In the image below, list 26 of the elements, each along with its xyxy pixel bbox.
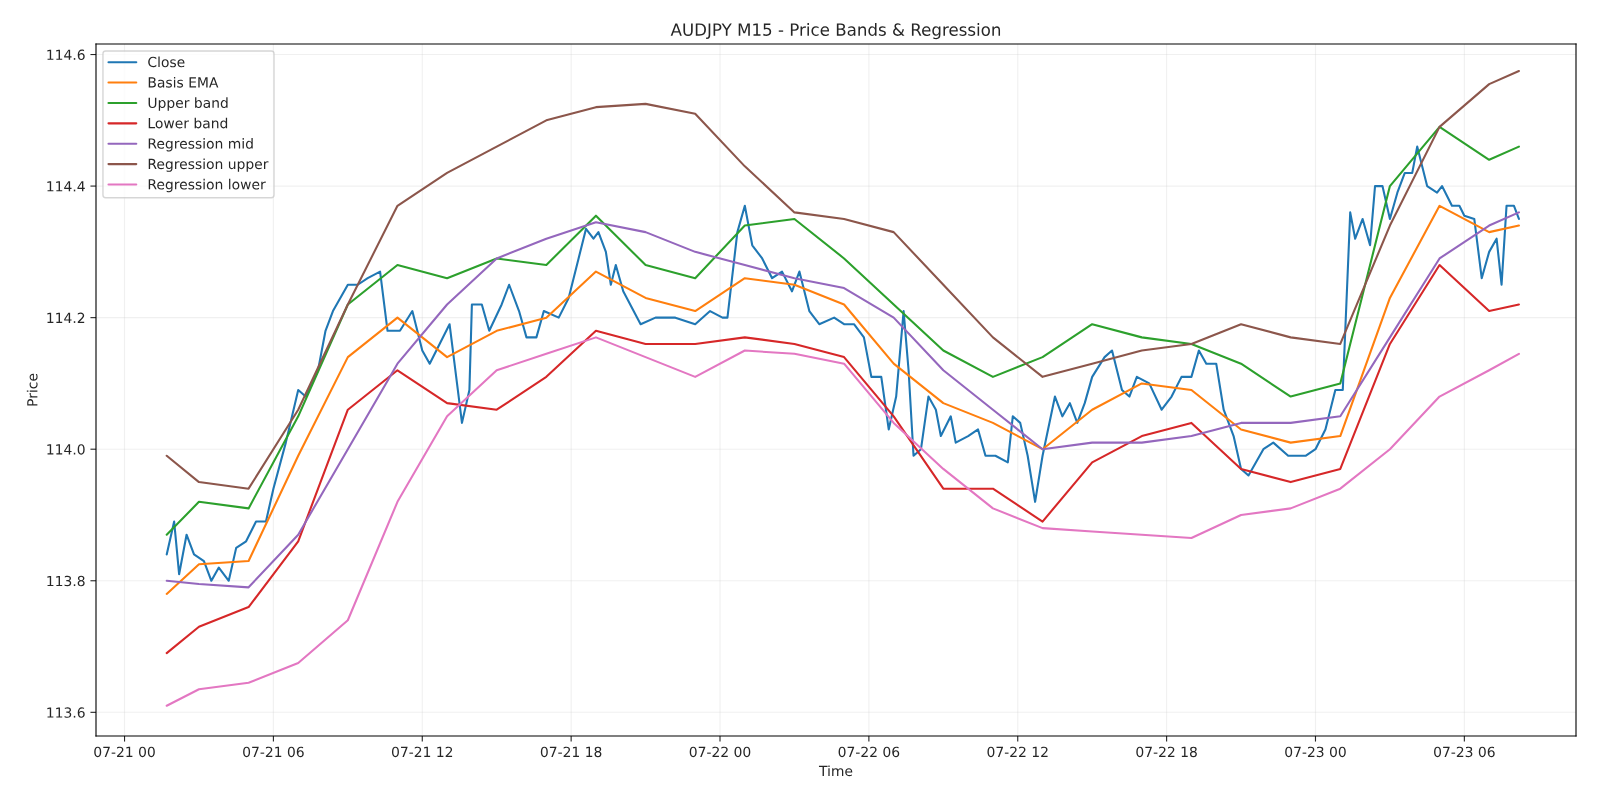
legend-label: Basis EMA (148, 76, 219, 88)
x-tick-label: 07-21 12 (391, 746, 453, 758)
x-tick-label: 07-21 00 (94, 746, 155, 758)
legend-label: Close (148, 56, 185, 68)
y-tick-label: 114.2 (47, 312, 85, 323)
legend-label: Upper band (148, 97, 228, 111)
y-tick-label: 114.4 (47, 181, 85, 192)
y-axis-title: Price (26, 373, 38, 406)
y-tick-label: 114.6 (47, 49, 85, 60)
legend-label: Regression upper (148, 158, 269, 172)
legend-label: Lower band (148, 117, 228, 129)
x-tick-label: 07-22 12 (987, 746, 1048, 758)
x-tick-label: 07-23 06 (1434, 746, 1495, 758)
x-tick-label: 07-21 18 (540, 746, 602, 758)
x-tick-label: 07-22 00 (689, 746, 751, 758)
y-tick-label: 113.8 (47, 575, 85, 587)
chart-title: AUDJPY M15 - Price Bands & Regression (670, 23, 1001, 40)
x-tick-label: 07-21 06 (243, 746, 304, 758)
x-tick-label: 07-23 00 (1285, 746, 1346, 758)
y-tick-label: 114.0 (47, 444, 85, 455)
x-tick-label: 07-22 18 (1136, 746, 1197, 758)
x-axis-title: Time (818, 765, 853, 777)
legend-label: Regression mid (148, 138, 253, 152)
y-tick-label: 113.6 (47, 707, 85, 718)
x-tick-label: 07-22 06 (838, 746, 900, 758)
legend-label: Regression lower (148, 178, 266, 193)
